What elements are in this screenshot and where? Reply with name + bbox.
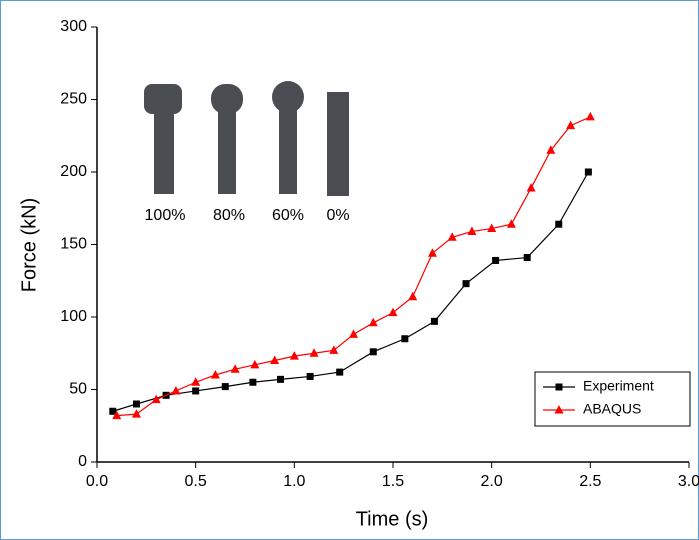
- data-point: [171, 385, 181, 395]
- data-point: [368, 317, 378, 327]
- legend-marker: [555, 383, 563, 391]
- x-tick-label: 2.5: [579, 473, 601, 490]
- x-tick-label: 1.0: [283, 473, 305, 490]
- x-tick-label: 2.0: [481, 473, 503, 490]
- y-tick-label: 150: [60, 236, 87, 253]
- data-point: [462, 280, 470, 288]
- data-point: [250, 359, 260, 369]
- data-point: [388, 307, 398, 317]
- specimen: [279, 105, 297, 194]
- x-tick-label: 3.0: [678, 473, 699, 490]
- data-point: [506, 219, 516, 228]
- data-point: [430, 317, 438, 325]
- y-tick-label: 100: [60, 308, 87, 325]
- data-point: [523, 254, 531, 262]
- y-tick-label: 200: [60, 163, 87, 180]
- data-point: [277, 375, 285, 383]
- inset-label: 0%: [326, 207, 349, 224]
- specimen: [211, 84, 243, 114]
- x-tick-label: 0.0: [86, 473, 108, 490]
- data-point: [336, 368, 344, 376]
- data-point: [230, 364, 240, 373]
- data-point: [369, 348, 377, 356]
- data-point: [270, 355, 280, 364]
- specimen: [154, 110, 174, 194]
- data-point: [329, 345, 339, 354]
- data-point: [492, 256, 500, 264]
- data-point: [131, 409, 141, 418]
- specimen: [218, 108, 236, 194]
- data-point: [289, 351, 299, 360]
- x-tick-label: 1.5: [382, 473, 404, 490]
- data-point: [112, 410, 122, 420]
- legend-label: Experiment: [583, 378, 654, 394]
- data-point: [408, 291, 418, 301]
- legend-marker: [554, 405, 564, 414]
- data-point: [151, 394, 161, 404]
- specimen: [327, 92, 349, 196]
- data-point: [221, 383, 229, 391]
- data-point: [555, 220, 563, 228]
- data-point: [349, 329, 359, 338]
- inset-label: 60%: [272, 207, 304, 224]
- y-axis-title: Force (kN): [18, 198, 40, 292]
- legend: [534, 371, 691, 427]
- data-point: [584, 168, 592, 176]
- inset-photo: [144, 81, 349, 196]
- data-point: [427, 248, 437, 257]
- data-point: [487, 223, 497, 233]
- data-point: [585, 111, 595, 121]
- data-point: [566, 120, 576, 130]
- y-tick-label: 250: [60, 91, 87, 108]
- specimen: [144, 84, 182, 114]
- data-point: [309, 348, 319, 357]
- inset-label: 80%: [213, 207, 245, 224]
- data-point: [401, 335, 409, 343]
- data-point: [546, 145, 556, 154]
- y-tick-label: 0: [78, 453, 87, 470]
- data-point: [109, 407, 117, 415]
- data-point: [191, 377, 201, 386]
- data-point: [192, 387, 200, 395]
- data-point: [132, 400, 140, 408]
- data-point: [210, 370, 220, 379]
- data-point: [526, 182, 536, 192]
- y-tick-label: 300: [60, 18, 87, 35]
- data-point: [467, 226, 477, 235]
- inset-label: 100%: [145, 207, 186, 224]
- legend-label: ABAQUS: [583, 401, 641, 417]
- y-tick-label: 50: [69, 381, 87, 398]
- data-point: [447, 232, 457, 241]
- x-axis-title: Time (s): [356, 508, 429, 530]
- data-point: [306, 372, 314, 380]
- data-point: [249, 378, 257, 386]
- x-tick-label: 0.5: [185, 473, 207, 490]
